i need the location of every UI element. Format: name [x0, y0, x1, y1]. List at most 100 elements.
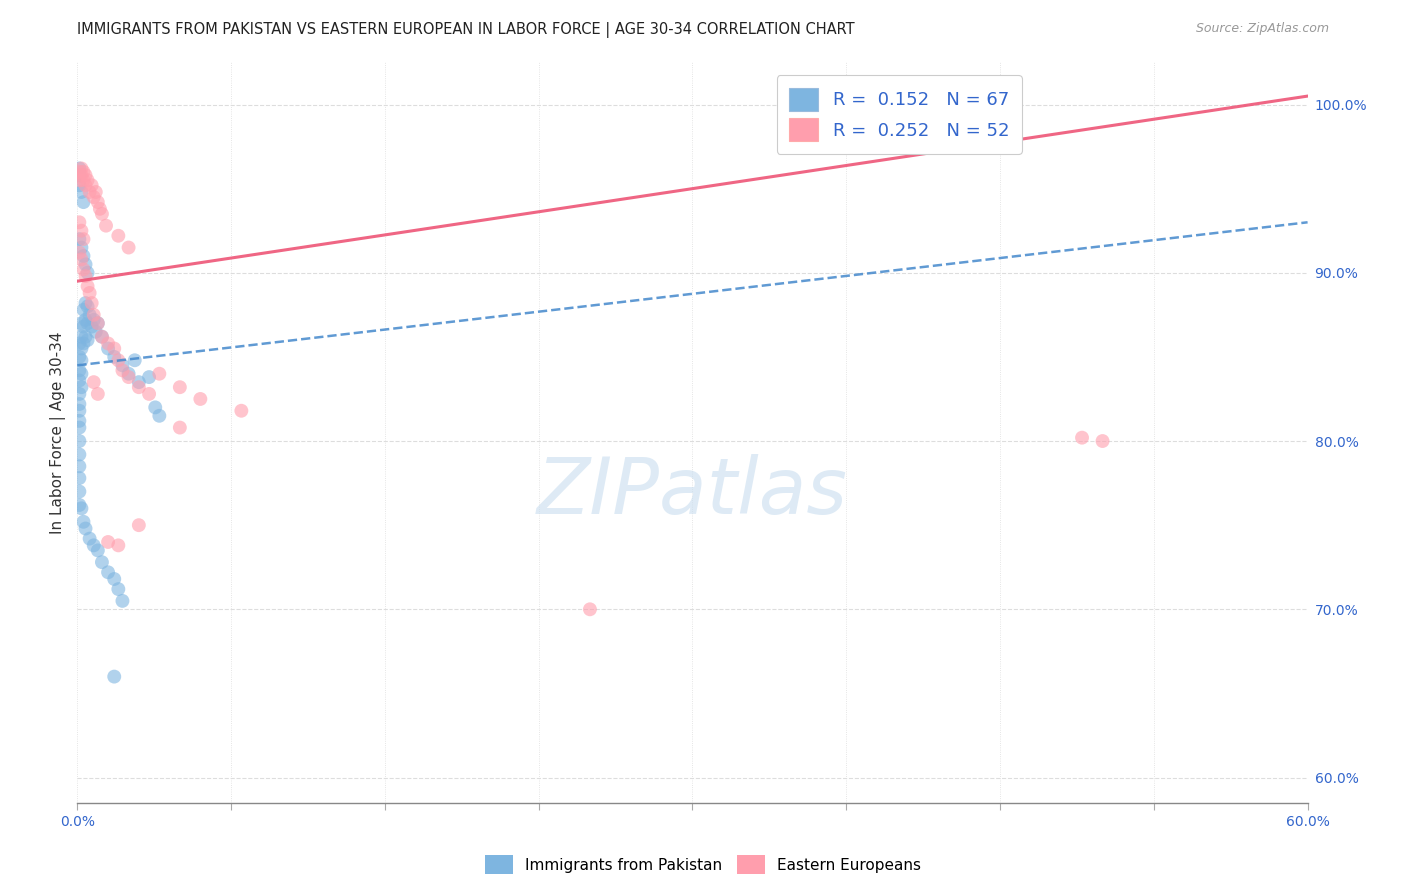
- Point: [75, 313, 97, 327]
- Point: [72, 165, 94, 179]
- Point: [67, 161, 90, 176]
- Point: [103, 342, 125, 356]
- Point: [84, 185, 107, 199]
- Point: [72, 302, 94, 317]
- Point: [231, 403, 253, 417]
- Point: [75, 257, 97, 271]
- Point: [83, 538, 105, 552]
- Point: [70, 501, 93, 516]
- Point: [97, 336, 120, 351]
- Point: [67, 165, 90, 179]
- Point: [67, 397, 90, 411]
- Point: [67, 498, 90, 512]
- Point: [111, 594, 134, 608]
- Point: [70, 380, 93, 394]
- Point: [83, 313, 105, 327]
- Point: [72, 515, 94, 529]
- Point: [103, 670, 125, 684]
- Point: [67, 448, 90, 462]
- Point: [90, 329, 114, 343]
- Point: [70, 252, 93, 267]
- Point: [111, 359, 134, 373]
- Point: [79, 185, 101, 199]
- Point: [138, 387, 160, 401]
- Point: [76, 300, 98, 314]
- Point: [75, 329, 97, 343]
- Point: [94, 219, 117, 233]
- Point: [72, 319, 94, 334]
- Point: [138, 370, 160, 384]
- Point: [75, 269, 97, 284]
- Legend: R =  0.152   N = 67, R =  0.252   N = 52: R = 0.152 N = 67, R = 0.252 N = 52: [776, 75, 1022, 154]
- Point: [67, 374, 90, 388]
- Point: [72, 262, 94, 277]
- Point: [90, 329, 114, 343]
- Point: [70, 353, 93, 368]
- Point: [107, 538, 129, 552]
- Point: [72, 232, 94, 246]
- Point: [143, 401, 166, 415]
- Point: [124, 353, 146, 368]
- Point: [87, 195, 110, 210]
- Point: [117, 240, 139, 255]
- Point: [67, 350, 90, 364]
- Point: [103, 572, 125, 586]
- Point: [67, 414, 90, 428]
- Point: [67, 168, 90, 182]
- Point: [117, 370, 139, 384]
- Point: [1091, 434, 1114, 448]
- Point: [70, 367, 93, 381]
- Point: [67, 363, 90, 377]
- Point: [87, 316, 110, 330]
- Point: [79, 308, 101, 322]
- Text: Source: ZipAtlas.com: Source: ZipAtlas.com: [1195, 22, 1329, 36]
- Point: [169, 420, 191, 434]
- Point: [128, 380, 150, 394]
- Point: [67, 403, 90, 417]
- Point: [83, 190, 105, 204]
- Point: [67, 215, 90, 229]
- Point: [128, 375, 150, 389]
- Point: [87, 316, 110, 330]
- Point: [148, 409, 170, 423]
- Point: [75, 296, 97, 310]
- Point: [169, 380, 191, 394]
- Point: [67, 484, 90, 499]
- Point: [117, 367, 139, 381]
- Y-axis label: In Labor Force | Age 30-34: In Labor Force | Age 30-34: [51, 331, 66, 534]
- Point: [97, 342, 120, 356]
- Point: [83, 308, 105, 322]
- Point: [70, 329, 93, 343]
- Text: ZIPatlas: ZIPatlas: [537, 454, 848, 530]
- Point: [67, 434, 90, 448]
- Point: [111, 363, 134, 377]
- Point: [70, 342, 93, 356]
- Point: [76, 316, 98, 330]
- Point: [67, 387, 90, 401]
- Point: [75, 168, 97, 182]
- Point: [67, 178, 90, 193]
- Point: [79, 285, 101, 300]
- Point: [103, 350, 125, 364]
- Point: [72, 336, 94, 351]
- Point: [70, 168, 93, 182]
- Point: [90, 555, 114, 569]
- Point: [89, 202, 111, 216]
- Point: [75, 522, 97, 536]
- Point: [70, 224, 93, 238]
- Point: [70, 185, 93, 199]
- Point: [1071, 431, 1094, 445]
- Legend: Immigrants from Pakistan, Eastern Europeans: Immigrants from Pakistan, Eastern Europe…: [479, 849, 927, 880]
- Point: [97, 535, 120, 549]
- Point: [67, 232, 90, 246]
- Point: [67, 173, 90, 187]
- Point: [72, 173, 94, 187]
- Point: [80, 178, 103, 193]
- Point: [76, 173, 98, 187]
- Point: [72, 249, 94, 263]
- Point: [107, 353, 129, 368]
- Point: [79, 532, 101, 546]
- Point: [67, 420, 90, 434]
- Point: [87, 543, 110, 558]
- Point: [83, 375, 105, 389]
